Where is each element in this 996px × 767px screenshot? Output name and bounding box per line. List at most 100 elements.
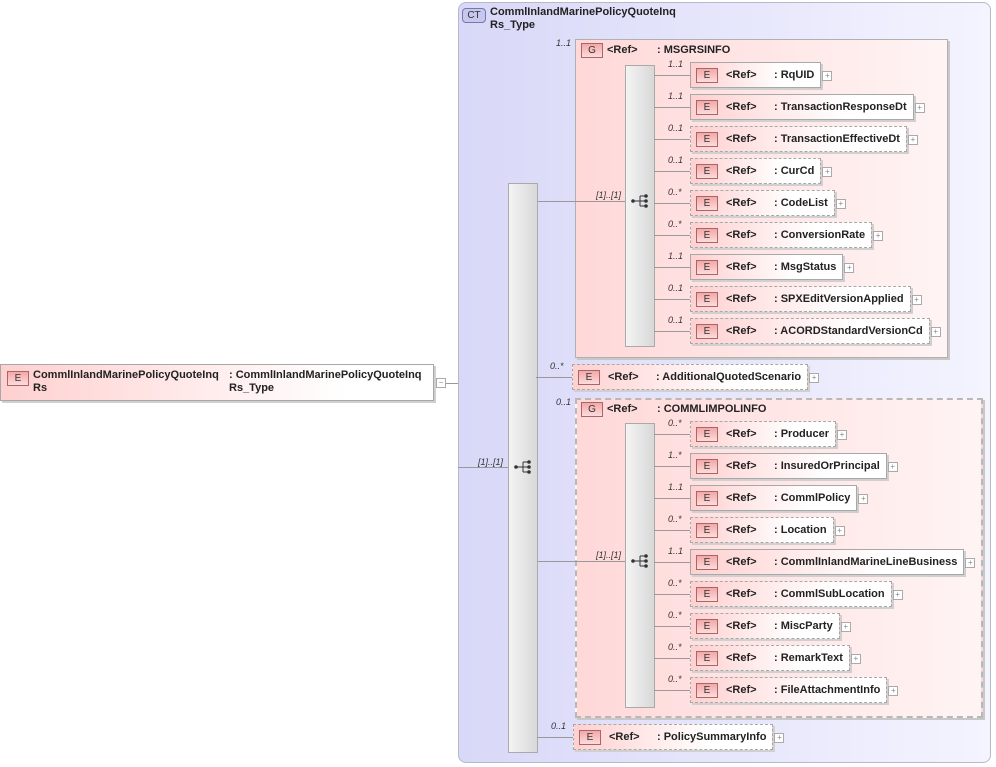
cardinality: 0..*: [550, 361, 564, 371]
expand-icon[interactable]: +: [834, 526, 845, 536]
element-policysummaryinfo[interactable]: E <Ref>: PolicySummaryInfo: [573, 724, 774, 750]
ref-label: <Ref>: [609, 731, 640, 743]
element-badge: E: [696, 426, 718, 442]
element-badge: E: [696, 586, 718, 602]
expand-icon[interactable]: +: [888, 686, 899, 696]
ref-label: <Ref>: [726, 197, 757, 209]
cardinality: 1..1: [668, 251, 684, 261]
cardinality: 1..1: [668, 482, 684, 492]
element-name: : InsuredOrPrincipal: [774, 460, 880, 472]
connector: [538, 560, 625, 562]
ref-label: <Ref>: [726, 69, 757, 81]
element-name: : CommlSubLocation: [774, 588, 885, 600]
element-msgstatus[interactable]: E <Ref>: MsgStatus: [690, 254, 844, 280]
group-name: : MSGRSINFO: [657, 44, 731, 56]
connector: [654, 626, 690, 627]
expand-icon[interactable]: +: [809, 373, 820, 383]
expand-icon[interactable]: +: [930, 327, 941, 337]
ref-label: <Ref>: [726, 325, 757, 337]
element-name: : CodeList: [774, 197, 828, 209]
minus-icon[interactable]: −: [436, 378, 446, 388]
element-miscparty[interactable]: E <Ref>: MiscParty: [690, 613, 840, 639]
cardinality: 0..*: [668, 674, 682, 684]
ref-label: <Ref>: [726, 588, 757, 600]
element-transactioneffectivedt[interactable]: E <Ref>: TransactionEffectiveDt: [690, 126, 907, 152]
element-location[interactable]: E <Ref>: Location: [690, 517, 834, 543]
element-badge: E: [696, 618, 718, 634]
ref-label: <Ref>: [607, 44, 638, 56]
expand-icon[interactable]: +: [858, 494, 869, 504]
ref-label: <Ref>: [608, 371, 639, 383]
cardinality: 0..1: [668, 315, 684, 325]
connector: [654, 498, 690, 499]
element-name: : CommlPolicy: [774, 492, 851, 504]
element-curcd[interactable]: E <Ref>: CurCd: [690, 158, 822, 184]
expand-icon[interactable]: +: [887, 462, 898, 472]
expand-icon[interactable]: +: [835, 199, 846, 209]
cardinality: 0..*: [668, 418, 682, 428]
root-element-name: CommlInlandMarinePolicyQuoteInq Rs: [33, 369, 219, 394]
expand-icon[interactable]: +: [965, 558, 976, 568]
ref-label: <Ref>: [726, 229, 757, 241]
element-name: : CurCd: [774, 165, 815, 177]
ref-label: <Ref>: [726, 620, 757, 632]
connector: [654, 434, 690, 435]
element-commlpolicy[interactable]: E <Ref> : CommlPolicy: [690, 485, 858, 511]
ref-label: <Ref>: [726, 293, 757, 305]
element-badge: E: [696, 323, 718, 339]
sequence-cardinality: [1]..[1]: [478, 457, 504, 467]
element-badge: E: [696, 67, 718, 83]
sequence-icon: [631, 194, 648, 208]
element-name: : FileAttachmentInfo: [774, 684, 881, 696]
element-codelist[interactable]: E <Ref>: CodeList: [690, 190, 835, 216]
element-name: : RemarkText: [774, 652, 843, 664]
expand-icon[interactable]: +: [840, 622, 851, 632]
sequence-cardinality: [1]..[1]: [596, 549, 622, 560]
element-name: : RqUID: [774, 69, 815, 81]
expand-icon[interactable]: +: [822, 167, 833, 177]
expand-icon[interactable]: +: [907, 135, 918, 145]
expand-icon[interactable]: +: [914, 103, 925, 113]
element-remarktext[interactable]: E <Ref>: RemarkText: [690, 645, 850, 671]
cardinality: 1..1: [668, 91, 684, 101]
expand-icon[interactable]: +: [774, 733, 785, 743]
expand-icon[interactable]: +: [837, 430, 848, 440]
connector: [654, 171, 690, 172]
element-fileattachmentinfo[interactable]: E <Ref>: FileAttachmentInfo: [690, 677, 888, 703]
element-rquid[interactable]: E <Ref> : RqUID: [690, 62, 822, 88]
expand-icon[interactable]: +: [873, 231, 884, 241]
cardinality: 0..*: [668, 514, 682, 524]
complex-type-title: CommlInlandMarinePolicyQuoteInq Rs_Type: [490, 6, 676, 31]
element-name: : MsgStatus: [774, 261, 837, 273]
connector: [654, 466, 690, 467]
cardinality: 0..*: [668, 610, 682, 620]
element-additionalquotedscenario[interactable]: E <Ref>: AdditionalQuotedScenario: [572, 364, 809, 390]
expand-icon[interactable]: +: [911, 295, 922, 305]
element-producer[interactable]: E <Ref>: Producer: [690, 421, 837, 447]
complex-type-badge: CT: [462, 8, 486, 23]
expand-icon[interactable]: +: [892, 590, 903, 600]
element-name: : AdditionalQuotedScenario: [656, 371, 802, 383]
expand-icon[interactable]: +: [850, 654, 861, 664]
expand-icon[interactable]: +: [844, 263, 855, 273]
element-badge: E: [696, 99, 718, 115]
root-element[interactable]: E CommlInlandMarinePolicyQuoteInq Rs : C…: [0, 364, 434, 401]
element-acordstandardversioncd[interactable]: E <Ref>: ACORDStandardVersionCd: [690, 318, 930, 344]
connector: [654, 658, 690, 659]
group-name: : COMMLIMPOLINFO: [657, 403, 767, 415]
element-spxeditversionapplied[interactable]: E <Ref>: SPXEditVersionApplied: [690, 286, 911, 312]
ref-label: <Ref>: [726, 492, 757, 504]
ref-label: <Ref>: [726, 556, 757, 568]
connector: [446, 383, 458, 384]
element-commlinlandmarinelinebusiness[interactable]: E <Ref>: CommlInlandMarineLineBusiness: [690, 549, 965, 575]
element-transactionresponsedt[interactable]: E <Ref>: TransactionResponseDt: [690, 94, 914, 120]
connector: [654, 139, 690, 140]
ref-label: <Ref>: [726, 101, 757, 113]
element-badge: E: [696, 490, 718, 506]
element-insuredorprincipal[interactable]: E <Ref>: InsuredOrPrincipal: [690, 453, 887, 479]
expand-icon[interactable]: +: [822, 71, 833, 81]
element-conversionrate[interactable]: E <Ref>: ConversionRate: [690, 222, 873, 248]
element-commlsublocation[interactable]: E <Ref> : CommlSubLocation: [690, 581, 892, 607]
element-badge: E: [579, 729, 601, 745]
cardinality: 1..1: [668, 59, 684, 69]
